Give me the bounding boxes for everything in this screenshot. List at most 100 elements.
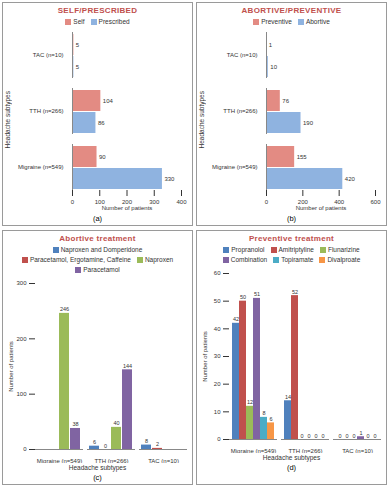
svg-text:0: 0 bbox=[71, 199, 75, 205]
svg-text:52: 52 bbox=[292, 289, 298, 295]
svg-text:TTH (n=266): TTH (n=266) bbox=[29, 108, 63, 114]
svg-text:TTH (n=266): TTH (n=266) bbox=[94, 458, 128, 463]
svg-text:0: 0 bbox=[217, 436, 221, 442]
html-text:ABORTIVE/PREVENTIVE: ABORTIVE/PREVENTIVE bbox=[241, 6, 342, 15]
svg-text:42: 42 bbox=[233, 316, 239, 322]
svg-text:8: 8 bbox=[145, 438, 148, 444]
svg-text:TAC (n=10): TAC (n=10) bbox=[33, 52, 64, 58]
svg-text:14: 14 bbox=[285, 394, 291, 400]
svg-text:104: 104 bbox=[103, 98, 114, 104]
html-text:Abortive treatment: Abortive treatment bbox=[59, 234, 136, 243]
html-text:Amitriptyline: Amitriptyline bbox=[278, 246, 314, 253]
html-text:Prescribed: Prescribed bbox=[98, 18, 130, 25]
svg-text:50: 50 bbox=[214, 298, 221, 304]
html-text:Paracetamol: Paracetamol bbox=[83, 266, 120, 273]
html-text:Self: Self bbox=[73, 18, 85, 25]
html-text:Flunarizine: Flunarizine bbox=[327, 246, 360, 253]
html-text:Paracetamol, Ergotamine, Caffe: Paracetamol, Ergotamine, Caffeine bbox=[29, 256, 131, 263]
svg-text:5: 5 bbox=[76, 42, 80, 48]
svg-text:0: 0 bbox=[104, 443, 107, 449]
svg-text:420: 420 bbox=[345, 176, 356, 182]
svg-text:200: 200 bbox=[16, 336, 27, 342]
svg-text:Migraine (n=549): Migraine (n=549) bbox=[37, 458, 83, 463]
svg-text:12: 12 bbox=[247, 399, 253, 405]
svg-text:100: 100 bbox=[16, 391, 27, 397]
svg-text:2: 2 bbox=[156, 441, 159, 447]
svg-text:TTH (n=266): TTH (n=266) bbox=[288, 448, 322, 453]
svg-text:TAC (n=10): TAC (n=10) bbox=[227, 52, 258, 58]
svg-text:TTH (n=266): TTH (n=266) bbox=[223, 108, 257, 114]
svg-text:8: 8 bbox=[262, 410, 265, 416]
svg-text:0: 0 bbox=[373, 433, 376, 439]
html-text:Headache subtypes: Headache subtypes bbox=[198, 91, 205, 149]
svg-text:300: 300 bbox=[16, 280, 27, 286]
svg-text:90: 90 bbox=[99, 154, 106, 160]
svg-text:200: 200 bbox=[297, 198, 308, 205]
svg-text:0: 0 bbox=[366, 433, 369, 439]
html-text:Preventive treatment: Preventive treatment bbox=[248, 234, 335, 243]
html-text:Propranolol: Propranolol bbox=[231, 246, 265, 253]
svg-text:TAC (n=10): TAC (n=10) bbox=[148, 458, 179, 463]
html-text:Headache subtypes: Headache subtypes bbox=[4, 91, 11, 149]
svg-text:Migraine (n=549): Migraine (n=549) bbox=[231, 448, 277, 453]
svg-text:0: 0 bbox=[265, 199, 269, 205]
svg-text:76: 76 bbox=[282, 98, 289, 104]
svg-text:10: 10 bbox=[214, 409, 221, 415]
svg-text:0: 0 bbox=[345, 433, 348, 439]
html-text:Preventive: Preventive bbox=[261, 18, 292, 25]
html-text:Naproxen: Naproxen bbox=[144, 256, 174, 263]
svg-text:20: 20 bbox=[214, 381, 221, 387]
svg-text:0: 0 bbox=[314, 433, 317, 439]
svg-text:Number of patients: Number of patients bbox=[8, 341, 14, 392]
svg-text:10: 10 bbox=[270, 64, 277, 70]
html-text:Topiramate: Topiramate bbox=[281, 256, 314, 263]
html-text:Abortive: Abortive bbox=[305, 18, 330, 25]
html-text:Headache subtypes: Headache subtypes bbox=[262, 454, 321, 461]
html-text:(c): (c) bbox=[93, 473, 102, 482]
svg-text:190: 190 bbox=[303, 120, 314, 126]
svg-text:0: 0 bbox=[352, 433, 355, 439]
svg-text:50: 50 bbox=[240, 294, 246, 300]
html-text:Combination: Combination bbox=[230, 256, 268, 263]
svg-text:6: 6 bbox=[93, 439, 96, 445]
svg-text:40: 40 bbox=[214, 326, 221, 332]
html-text:(d): (d) bbox=[286, 463, 297, 472]
svg-text:51: 51 bbox=[254, 291, 260, 297]
svg-text:60: 60 bbox=[214, 270, 221, 276]
svg-text:TAC (n=10): TAC (n=10) bbox=[342, 448, 373, 453]
svg-text:400: 400 bbox=[176, 199, 187, 205]
svg-text:246: 246 bbox=[60, 306, 69, 312]
svg-text:0: 0 bbox=[307, 433, 310, 439]
svg-text:144: 144 bbox=[123, 363, 132, 369]
svg-text:40: 40 bbox=[113, 420, 119, 426]
svg-text:0: 0 bbox=[321, 433, 324, 439]
svg-text:Number of patients: Number of patients bbox=[202, 331, 208, 382]
html-text:Naproxen and Domperidone: Naproxen and Domperidone bbox=[60, 246, 143, 253]
svg-text:30: 30 bbox=[214, 353, 221, 359]
svg-text:5: 5 bbox=[76, 64, 80, 70]
svg-text:0: 0 bbox=[23, 446, 27, 452]
svg-text:Number of patients: Number of patients bbox=[102, 205, 153, 211]
svg-text:Number of patients: Number of patients bbox=[296, 205, 347, 211]
html-text:Headache subtypes: Headache subtypes bbox=[68, 464, 127, 471]
svg-text:155: 155 bbox=[297, 154, 308, 160]
html-text:(b): (b) bbox=[286, 214, 297, 223]
svg-text:6: 6 bbox=[269, 416, 272, 422]
svg-text:Migraine (n=549): Migraine (n=549) bbox=[18, 164, 64, 170]
svg-text:300: 300 bbox=[149, 198, 160, 205]
svg-text:0: 0 bbox=[338, 433, 341, 439]
svg-text:200: 200 bbox=[122, 198, 132, 205]
svg-text:600: 600 bbox=[370, 199, 381, 205]
svg-text:400: 400 bbox=[334, 198, 345, 205]
svg-text:86: 86 bbox=[98, 120, 105, 126]
svg-text:1: 1 bbox=[269, 42, 273, 48]
svg-text:1: 1 bbox=[359, 430, 362, 436]
html-text:(a): (a) bbox=[92, 214, 103, 223]
html-text:SELF/PRESCRIBED: SELF/PRESCRIBED bbox=[57, 6, 138, 15]
svg-text:0: 0 bbox=[300, 433, 303, 439]
svg-text:Migraine (n=549): Migraine (n=549) bbox=[212, 164, 258, 170]
svg-text:38: 38 bbox=[72, 421, 78, 427]
svg-text:330: 330 bbox=[164, 176, 175, 182]
html-text:Divalproate: Divalproate bbox=[327, 256, 361, 263]
svg-text:100: 100 bbox=[94, 198, 105, 205]
